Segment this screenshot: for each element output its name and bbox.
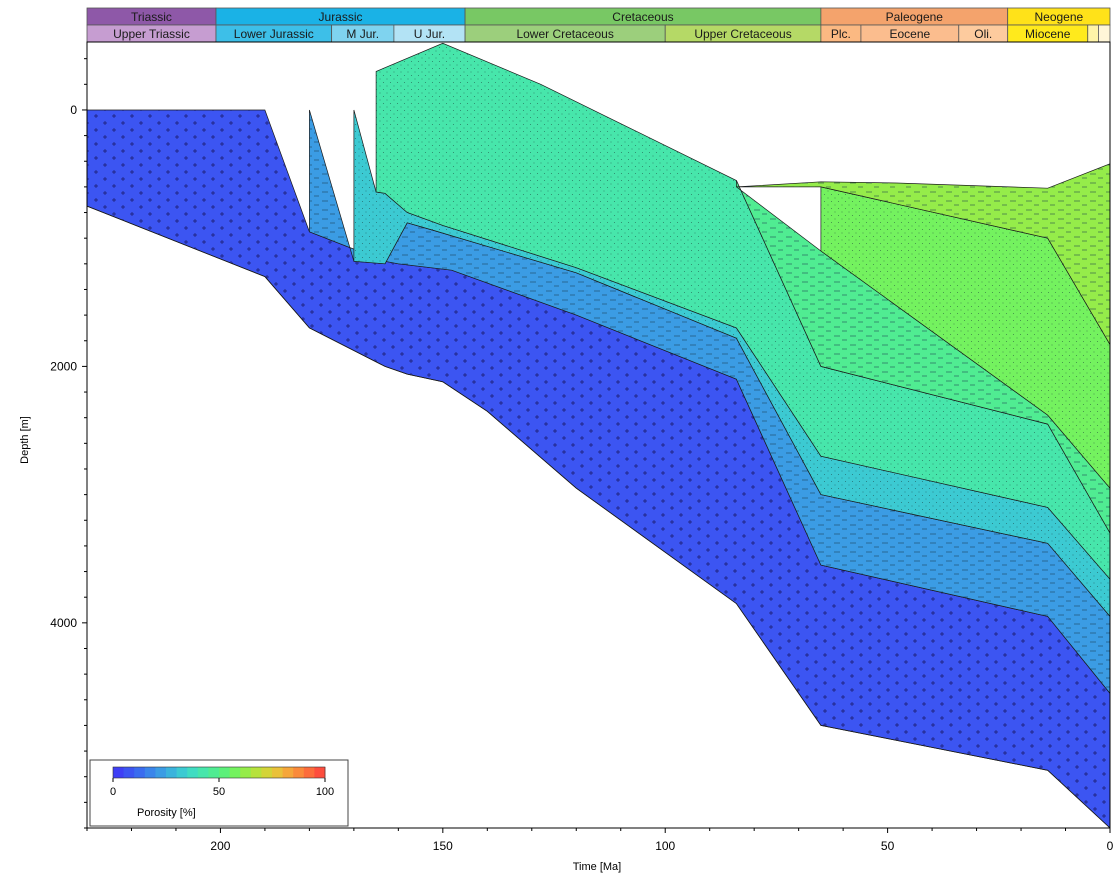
- epoch-m-jur-label: M Jur.: [346, 27, 379, 41]
- legend-swatch: [187, 767, 199, 778]
- legend-tick-label-0: 0: [110, 786, 116, 798]
- legend-swatch: [261, 767, 273, 778]
- legend-swatch: [144, 767, 156, 778]
- legend-swatch: [176, 767, 188, 778]
- plot-frame: [86, 41, 1111, 829]
- epoch-lower-jurassic-label: Lower Jurassic: [234, 27, 314, 41]
- legend-swatch: [123, 767, 135, 778]
- layer-l3-pattern: [353, 110, 1110, 617]
- legend-title: Porosity [%]: [137, 807, 196, 819]
- layer-l5-pattern: [736, 180, 1110, 534]
- epoch-blank-10-cell: [1087, 24, 1099, 43]
- epoch-upper-cretaceous-label: Upper Cretaceous: [694, 27, 791, 41]
- legend-swatch: [155, 767, 167, 778]
- legend-tick-label-50: 50: [213, 786, 225, 798]
- legend-colorbar: 0 50 100: [110, 766, 334, 798]
- epoch-upper-triassic-label: Upper Triassic: [113, 27, 190, 41]
- x-tick-label-0: 0: [1107, 839, 1114, 853]
- legend-swatch: [240, 767, 252, 778]
- period-neogene-label: Neogene: [1034, 10, 1083, 24]
- x-tick-label-200: 200: [210, 839, 230, 853]
- epoch-oli-label: Oli.: [974, 27, 992, 41]
- layer-l1-pattern: [87, 110, 1110, 828]
- legend-swatch: [272, 767, 283, 778]
- legend-swatch: [229, 767, 241, 778]
- legend-swatch: [293, 767, 305, 778]
- axes: 200 150 100 50 0 0 2000 4000: [50, 41, 1114, 853]
- legend-swatch: [113, 767, 124, 778]
- legend-swatch: [166, 767, 177, 778]
- layer-l2-pattern: [309, 110, 1110, 694]
- basement-boundary: [86, 205, 1111, 829]
- legend-swatch: [314, 767, 326, 778]
- y-axis-title: Depth [m]: [19, 416, 31, 464]
- period-paleogene-label: Paleogene: [886, 10, 944, 24]
- epoch-u-jur-label: U Jur.: [414, 27, 445, 41]
- epoch-miocene-label: Miocene: [1025, 27, 1071, 41]
- legend-swatch: [208, 767, 220, 778]
- legend-swatch: [250, 767, 262, 778]
- period-cretaceous-label: Cretaceous: [612, 10, 673, 24]
- x-tick-label-150: 150: [433, 839, 453, 853]
- layer-l6-pattern: [820, 186, 1110, 489]
- y-tick-label-2000: 2000: [50, 359, 77, 373]
- layer-l7-pattern: [736, 163, 1110, 345]
- period-triassic-label: Triassic: [131, 10, 172, 24]
- legend-swatch: [282, 767, 294, 778]
- period-jurassic-label: Jurassic: [319, 10, 363, 24]
- legend-tick-label-100: 100: [316, 786, 334, 798]
- epoch-plc-label: Plc.: [831, 27, 851, 41]
- y-tick-label-0: 0: [70, 103, 77, 117]
- porosity-legend: 0 50 100 Porosity [%]: [89, 759, 349, 827]
- epoch-eocene-label: Eocene: [889, 27, 930, 41]
- epoch-lower-cretaceous-label: Lower Cretaceous: [516, 27, 613, 41]
- plot-area: [86, 42, 1111, 829]
- layer-l4-pattern: [376, 43, 1111, 580]
- y-tick-label-4000: 4000: [50, 616, 77, 630]
- x-tick-label-50: 50: [881, 839, 895, 853]
- epoch-blank-11-cell: [1098, 24, 1111, 43]
- legend-swatch: [219, 767, 230, 778]
- x-axis-title: Time [Ma]: [573, 861, 622, 873]
- legend-swatch: [197, 767, 209, 778]
- x-tick-label-100: 100: [655, 839, 675, 853]
- geologic-timescale: Triassic Jurassic Cretaceous Paleogene Neoge…: [86, 7, 1111, 43]
- legend-swatch: [134, 767, 146, 778]
- legend-swatch: [303, 767, 315, 778]
